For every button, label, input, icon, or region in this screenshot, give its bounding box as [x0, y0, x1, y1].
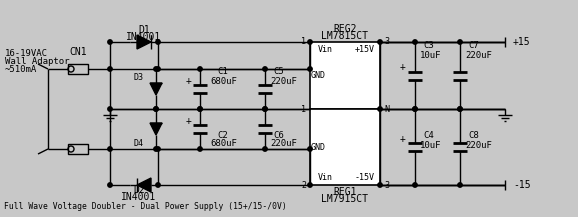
Text: 680uF: 680uF	[210, 77, 237, 85]
Text: C5: C5	[273, 67, 284, 77]
Circle shape	[458, 40, 462, 44]
Circle shape	[263, 147, 267, 151]
Circle shape	[198, 147, 202, 151]
Text: D4: D4	[134, 140, 144, 148]
Circle shape	[108, 183, 112, 187]
Text: C7: C7	[468, 41, 479, 49]
Text: C1: C1	[217, 67, 228, 77]
Bar	[310, 42, 380, 109]
Text: REG2: REG2	[334, 24, 357, 34]
Circle shape	[413, 107, 417, 111]
Polygon shape	[150, 83, 162, 95]
Text: +: +	[186, 116, 192, 126]
Text: N: N	[384, 105, 389, 113]
Circle shape	[458, 107, 462, 111]
Text: D1: D1	[138, 25, 150, 35]
Circle shape	[308, 40, 312, 44]
Text: 220uF: 220uF	[465, 51, 492, 59]
Text: +15: +15	[513, 37, 531, 47]
Text: C8: C8	[468, 130, 479, 140]
Text: C6: C6	[273, 130, 284, 140]
Text: GND: GND	[310, 143, 325, 151]
Circle shape	[263, 107, 267, 111]
Bar	[68, 144, 88, 154]
Text: C4: C4	[423, 130, 434, 140]
Circle shape	[263, 107, 267, 111]
Bar	[68, 64, 88, 74]
Text: -15V: -15V	[355, 174, 375, 182]
Text: REG1: REG1	[334, 187, 357, 197]
Circle shape	[156, 147, 160, 151]
Circle shape	[308, 67, 312, 71]
Circle shape	[154, 107, 158, 111]
Text: 220uF: 220uF	[465, 140, 492, 150]
Text: 220uF: 220uF	[270, 140, 297, 148]
Text: Wall Adaptor: Wall Adaptor	[5, 58, 69, 66]
Text: C2: C2	[217, 130, 228, 140]
Circle shape	[108, 40, 112, 44]
Polygon shape	[137, 35, 151, 49]
Text: GND: GND	[310, 71, 325, 80]
Circle shape	[154, 67, 158, 71]
Text: ~510mA: ~510mA	[5, 66, 37, 74]
Circle shape	[378, 107, 382, 111]
Bar	[310, 109, 380, 185]
Circle shape	[198, 67, 202, 71]
Text: 680uF: 680uF	[210, 140, 237, 148]
Text: D2: D2	[133, 185, 145, 195]
Text: 1: 1	[301, 38, 306, 46]
Text: LM7915CT: LM7915CT	[321, 194, 369, 204]
Text: 10uF: 10uF	[420, 140, 442, 150]
Text: 2: 2	[301, 181, 306, 189]
Circle shape	[108, 147, 112, 151]
Circle shape	[378, 40, 382, 44]
Text: +: +	[186, 76, 192, 86]
Circle shape	[198, 107, 202, 111]
Polygon shape	[150, 123, 162, 135]
Circle shape	[413, 107, 417, 111]
Text: Vin: Vin	[317, 174, 332, 182]
Polygon shape	[137, 178, 151, 192]
Circle shape	[308, 183, 312, 187]
Text: Full Wave Voltage Doubler - Dual Power Supply (15+/15-/0V): Full Wave Voltage Doubler - Dual Power S…	[4, 202, 287, 211]
Text: Vin: Vin	[317, 44, 332, 54]
Circle shape	[156, 67, 160, 71]
Text: +: +	[400, 62, 406, 72]
Text: 10uF: 10uF	[420, 51, 442, 59]
Text: 1: 1	[301, 105, 306, 113]
Circle shape	[308, 147, 312, 151]
Circle shape	[108, 107, 112, 111]
Text: C3: C3	[423, 41, 434, 49]
Text: CN1: CN1	[69, 47, 87, 57]
Circle shape	[263, 67, 267, 71]
Text: 3: 3	[384, 181, 389, 189]
Circle shape	[413, 40, 417, 44]
Circle shape	[458, 183, 462, 187]
Text: IN4001: IN4001	[121, 192, 157, 202]
Circle shape	[108, 67, 112, 71]
Circle shape	[458, 107, 462, 111]
Text: +15V: +15V	[355, 44, 375, 54]
Text: +: +	[400, 134, 406, 144]
Text: 16-19VAC: 16-19VAC	[5, 49, 48, 59]
Text: 220uF: 220uF	[270, 77, 297, 85]
Text: LM7815CT: LM7815CT	[321, 31, 369, 41]
Text: D3: D3	[134, 72, 144, 82]
Circle shape	[198, 107, 202, 111]
Text: IN4001: IN4001	[127, 32, 162, 42]
Circle shape	[156, 40, 160, 44]
Text: -15: -15	[513, 180, 531, 190]
Circle shape	[154, 107, 158, 111]
Text: 3: 3	[384, 38, 389, 46]
Circle shape	[413, 183, 417, 187]
Circle shape	[156, 183, 160, 187]
Circle shape	[154, 147, 158, 151]
Circle shape	[378, 183, 382, 187]
